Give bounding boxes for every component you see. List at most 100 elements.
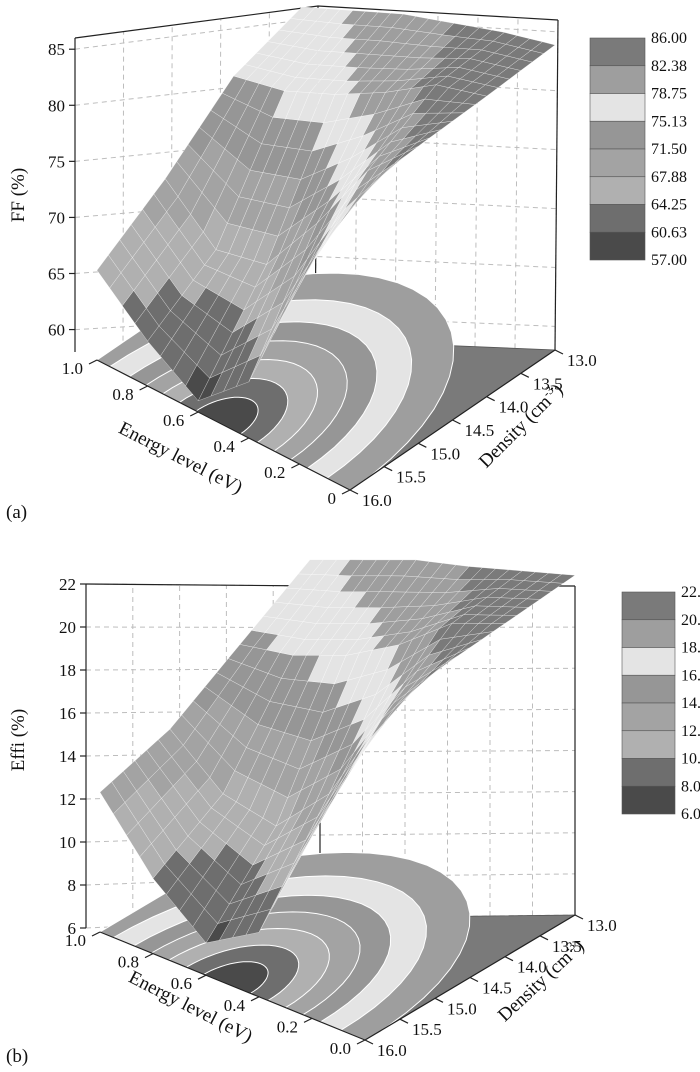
legend-swatch-0 — [621, 591, 676, 621]
z-tick-label-2: 10 — [59, 833, 76, 852]
panel-label: (b) — [6, 1046, 28, 1067]
density-tick-0 — [554, 349, 564, 355]
legend-label-4: 71.50 — [651, 141, 687, 158]
energy-tick-label-1: 0.2 — [277, 1017, 298, 1036]
energy-tick-label-4: 0.8 — [118, 953, 139, 972]
energy-tick-1 — [291, 463, 300, 469]
legend-swatch-0 — [589, 37, 646, 67]
surface — [99, 559, 576, 944]
density-tick-label-5: 15.5 — [396, 468, 426, 487]
z-tick-label-3: 12 — [59, 790, 76, 809]
density-tick-label-3: 14.5 — [482, 979, 512, 998]
legend-swatch-7 — [589, 231, 646, 261]
density-tick-3 — [469, 976, 479, 983]
density-tick-5 — [399, 1018, 409, 1024]
z-axis-label: Effi (%) — [8, 709, 29, 771]
density-tick-label-2: 14.0 — [517, 958, 547, 977]
density-tick-label-0: 13.0 — [587, 916, 617, 935]
legend-label-6: 10.00 — [681, 751, 700, 768]
z-tick-label-8: 22 — [59, 575, 76, 594]
density-tick-label-5: 15.5 — [412, 1020, 442, 1039]
z-tick-label-2: 70 — [48, 208, 65, 227]
z-tick-label-1: 65 — [48, 265, 65, 284]
floor-band-6 — [195, 396, 259, 435]
energy-axis-line — [96, 359, 351, 491]
legend-label-5: 12.00 — [681, 723, 700, 740]
density-tick-0 — [574, 914, 584, 920]
legend-label-8: 6.00 — [681, 806, 700, 823]
energy-tick-4 — [139, 385, 148, 391]
density-tick-label-3: 14.5 — [465, 421, 495, 440]
energy-tick-4 — [144, 953, 154, 959]
floor-band-6 — [202, 961, 269, 994]
legend-label-2: 78.75 — [651, 86, 687, 103]
density-tick-label-2: 14.0 — [499, 398, 529, 417]
density-tick-2 — [486, 396, 495, 402]
top-back-edge — [74, 5, 559, 39]
density-tick-label-1: 13.5 — [552, 937, 582, 956]
legend: 22.00 20.00 18.00 16.00 14.00 12.00 10.00 8.00 6… — [621, 584, 700, 823]
energy-tick-label-3: 0.6 — [171, 974, 192, 993]
energy-tick-0 — [356, 1039, 366, 1045]
grid-line-y-4 — [474, 15, 479, 347]
legend-swatch-6 — [621, 758, 676, 787]
density-tick-3 — [452, 419, 461, 425]
grid-line-y-5 — [514, 17, 519, 349]
density-tick-6 — [364, 1039, 374, 1045]
energy-tick-1 — [303, 1017, 313, 1023]
energy-tick-label-2: 0.4 — [214, 437, 236, 456]
z-tick-label-1: 8 — [68, 876, 77, 895]
grid-line-z-0 — [74, 315, 556, 331]
density-tick-label-4: 15.0 — [430, 444, 460, 463]
legend-swatch-1 — [589, 65, 646, 94]
legend-label-8: 57.00 — [651, 252, 687, 269]
legend-label-0: 86.00 — [651, 30, 687, 47]
legend-label-1: 82.38 — [651, 58, 687, 75]
legend: 86.00 82.38 78.75 75.13 71.50 67.88 64.25 60.63… — [589, 30, 687, 269]
legend-swatch-4 — [621, 702, 676, 732]
density-tick-2 — [504, 956, 514, 962]
energy-tick-label-5: 1.0 — [62, 359, 83, 378]
z-tick-label-5: 16 — [59, 704, 76, 723]
energy-tick-3 — [189, 411, 199, 417]
grid-line-y-3 — [434, 12, 439, 346]
legend-swatch-6 — [589, 204, 646, 233]
legend-swatch-5 — [621, 730, 676, 759]
density-tick-6 — [349, 489, 359, 495]
energy-tick-3 — [197, 974, 207, 980]
legend-label-0: 22.00 — [681, 584, 700, 601]
legend-swatch-2 — [589, 93, 646, 122]
grid-line-x-4 — [122, 31, 125, 350]
surface-cell — [290, 6, 316, 21]
energy-tick-label-3: 0.6 — [163, 411, 184, 430]
z-axis-label: FF (%) — [8, 168, 29, 222]
legend-swatch-3 — [621, 674, 676, 704]
density-tick-label-6: 16.0 — [362, 491, 392, 510]
z-tick-label-6: 18 — [59, 661, 76, 680]
z-tick-label-0: 60 — [48, 321, 65, 340]
legend-label-7: 8.00 — [681, 778, 700, 795]
legend-label-6: 64.25 — [651, 197, 687, 214]
legend-swatch-4 — [589, 148, 646, 178]
energy-tick-2 — [250, 996, 260, 1002]
legend-label-5: 67.88 — [651, 169, 687, 186]
legend-swatch-1 — [621, 619, 676, 648]
surface — [96, 6, 556, 402]
legend-label-4: 14.00 — [681, 695, 700, 712]
legend-swatch-3 — [589, 120, 646, 150]
energy-tick-label-5: 1.0 — [65, 931, 86, 950]
energy-tick-label-0: 0 — [328, 489, 337, 508]
legend-swatch-5 — [589, 176, 646, 205]
legend-label-1: 20.00 — [681, 612, 700, 629]
energy-tick-label-2: 0.4 — [224, 996, 246, 1015]
back-right-line — [554, 19, 559, 351]
z-tick-label-0: 6 — [68, 919, 77, 938]
z-ticks: 60 65 70 75 80 85 — [48, 40, 75, 340]
density-tick-label-1: 13.5 — [533, 374, 563, 393]
energy-tick-0 — [341, 489, 351, 495]
legend-label-3: 16.00 — [681, 667, 700, 684]
density-tick-4 — [418, 442, 427, 448]
legend-swatch-7 — [621, 785, 676, 815]
z-tick-label-4: 80 — [48, 96, 65, 115]
